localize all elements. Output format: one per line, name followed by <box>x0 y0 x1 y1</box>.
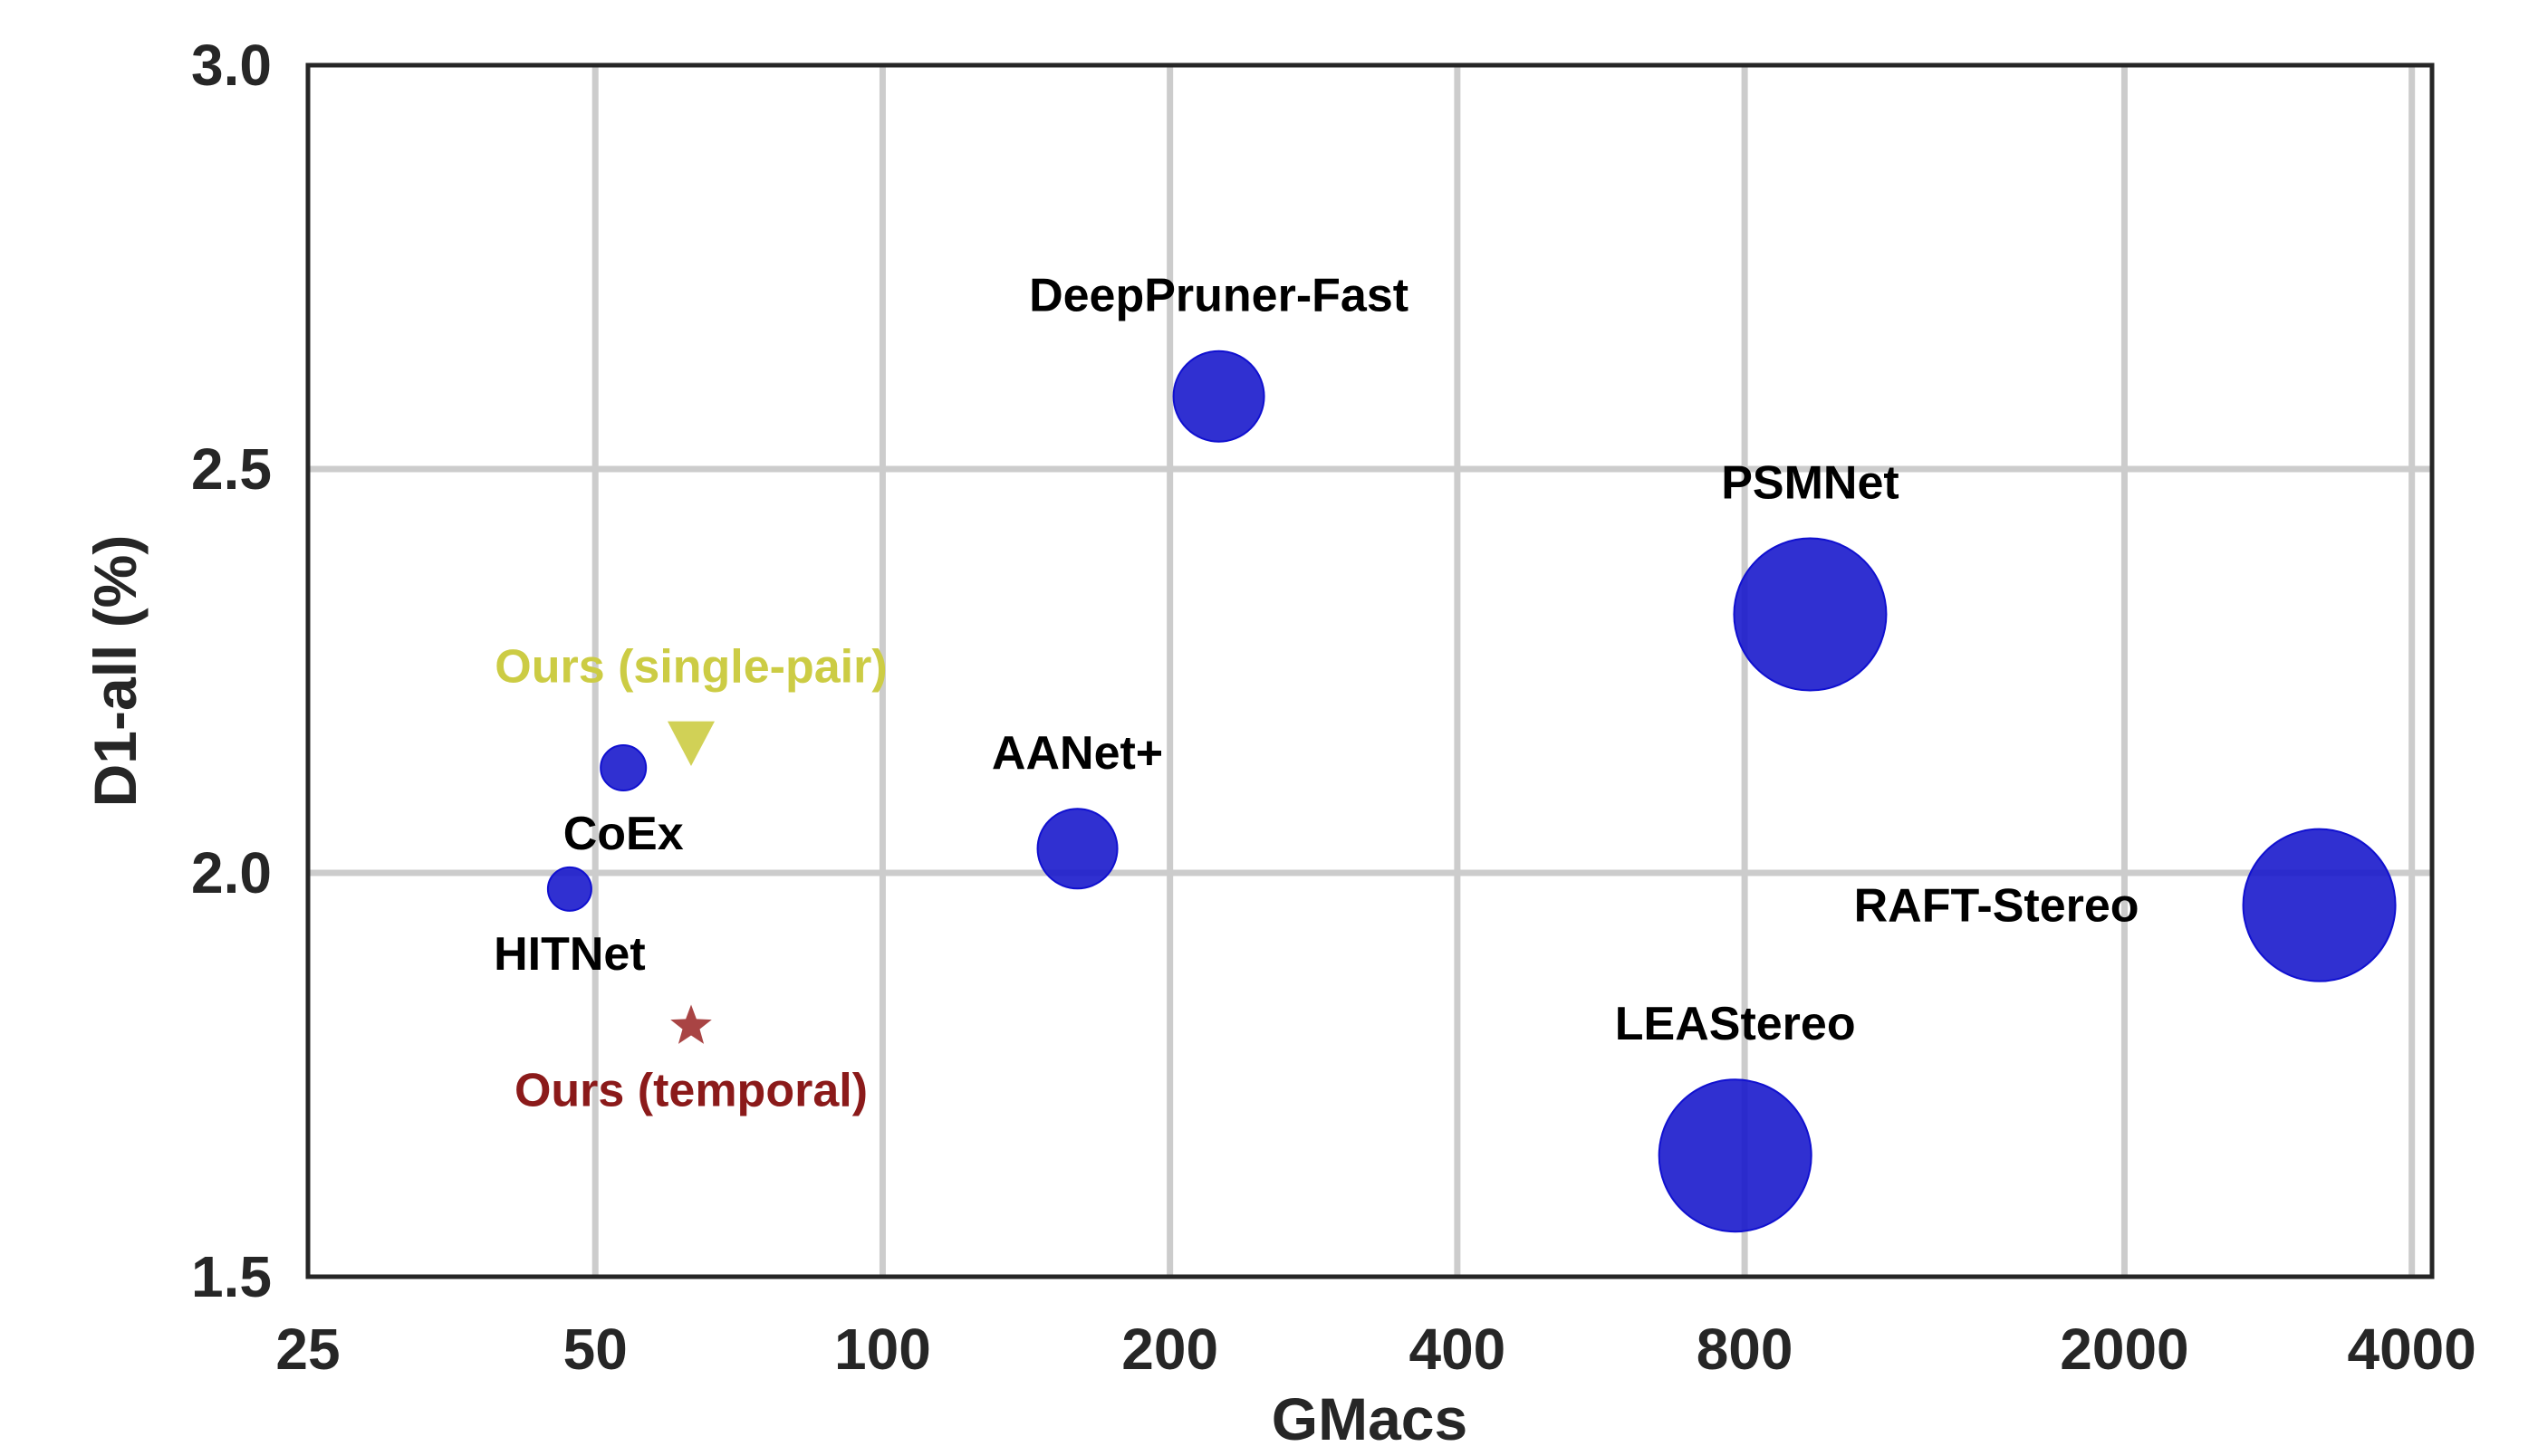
x-tick-label: 800 <box>1697 1317 1793 1382</box>
hitnet-point <box>546 866 592 912</box>
y-tick-label: 2.0 <box>191 840 272 905</box>
raft-stereo-label: RAFT-Stereo <box>1854 880 2139 933</box>
marker-layer <box>546 350 2397 1233</box>
ours-single-pair-label: Ours (single-pair) <box>495 640 887 693</box>
coex-label: CoEx <box>563 808 684 860</box>
ours-temporal-point <box>670 1004 712 1044</box>
raft-stereo-point <box>2242 828 2397 982</box>
y-tick-label: 3.0 <box>191 33 272 98</box>
x-tick-label: 400 <box>1408 1317 1505 1382</box>
grid-layer <box>308 65 2432 1277</box>
coex-point <box>600 744 648 792</box>
x-tick-label: 4000 <box>2347 1317 2476 1382</box>
y-tick-label: 2.5 <box>191 436 272 502</box>
x-tick-label: 50 <box>563 1317 628 1382</box>
plot-frame <box>305 62 2435 1279</box>
x-axis-title: GMacs <box>1272 1385 1467 1452</box>
ours-single-pair-point <box>667 721 715 766</box>
y-axis-title: D1-all (%) <box>82 535 149 808</box>
hitnet-label: HITNet <box>494 928 646 981</box>
psmnet-label: PSMNet <box>1721 457 1899 510</box>
aanet-label: AANet+ <box>992 727 1163 780</box>
tick-layer: 25 50 100 200 400 800 2000 4000 1.5 2.0 2.5 3.0 <box>191 33 2476 1382</box>
ours-temporal-label: Ours (temporal) <box>514 1064 868 1116</box>
x-tick-label: 2000 <box>2060 1317 2188 1382</box>
leastereo-label: LEAStereo <box>1615 998 1856 1050</box>
leastereo-point <box>1658 1078 1812 1233</box>
x-tick-label: 200 <box>1121 1317 1218 1382</box>
deeppruner-fast-label: DeepPruner-Fast <box>1029 270 1408 322</box>
y-tick-label: 1.5 <box>191 1244 272 1309</box>
psmnet-point <box>1733 537 1888 692</box>
aanet-point <box>1036 808 1119 890</box>
x-tick-label: 100 <box>834 1317 931 1382</box>
x-tick-label: 25 <box>275 1317 340 1382</box>
deeppruner-fast-point <box>1172 350 1265 443</box>
label-layer: DeepPruner-Fast PSMNet AANet+ CoEx HITNet LEA… <box>494 270 2139 1117</box>
